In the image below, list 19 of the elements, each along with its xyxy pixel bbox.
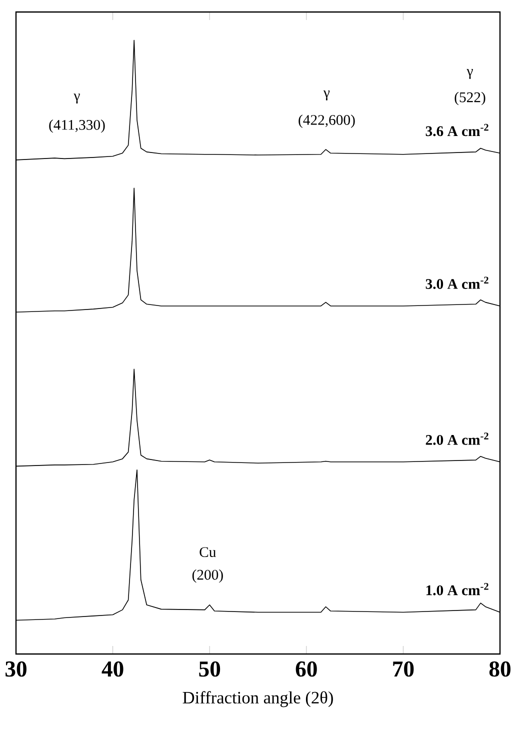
x-tick-label: 70 <box>393 661 414 677</box>
x-tick-label: 50 <box>199 661 220 677</box>
annotation: (422,600) <box>298 114 355 128</box>
series-label: 2.0 A cm$^{-2}$ <box>426 432 488 445</box>
annotation: (411,330) <box>49 120 105 133</box>
series-label: 3.6 A cm$^{-2}$ <box>426 124 488 136</box>
annotation: γ <box>74 94 80 104</box>
x-tick-label: 60 <box>296 661 317 677</box>
annotation: γ <box>323 90 330 100</box>
x-tick-label: 30 <box>6 661 26 677</box>
x-tick-label: 40 <box>102 661 124 677</box>
annotation: Cu <box>200 547 216 558</box>
x-tick-label: 80 <box>489 661 510 677</box>
series-label: 1.0 A cm$^{-2}$ <box>426 582 488 596</box>
annotation: γ <box>466 69 473 79</box>
series-label: 3.0 A cm$^{-2}$ <box>426 276 488 290</box>
annotation: (200) <box>192 569 223 583</box>
annotation: (522) <box>454 92 486 106</box>
x-axis-title: Diffraction angle (2θ) <box>182 691 333 708</box>
